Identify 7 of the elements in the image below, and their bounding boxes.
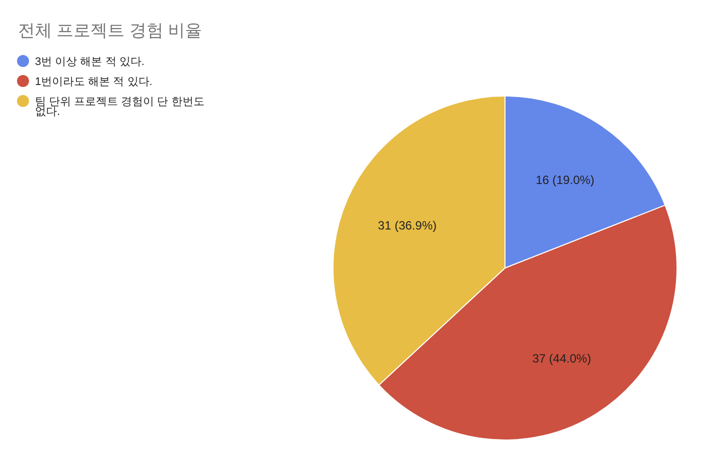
data-label: 16 (19.0%) [536, 172, 594, 187]
legend-label: 1번이라도 해본 적 있다. [35, 76, 152, 88]
data-label: 37 (44.0%) [532, 351, 592, 366]
data-label: 31 (36.9%) [378, 218, 437, 232]
title: 전체 프로젝트 경험 비율 [18, 21, 202, 40]
legend-label: 3번 이상 해본 적 있다. [35, 56, 144, 68]
legend-label: 팀 단위 프로젝트 경험이 단 한번도 없다. [35, 96, 204, 118]
